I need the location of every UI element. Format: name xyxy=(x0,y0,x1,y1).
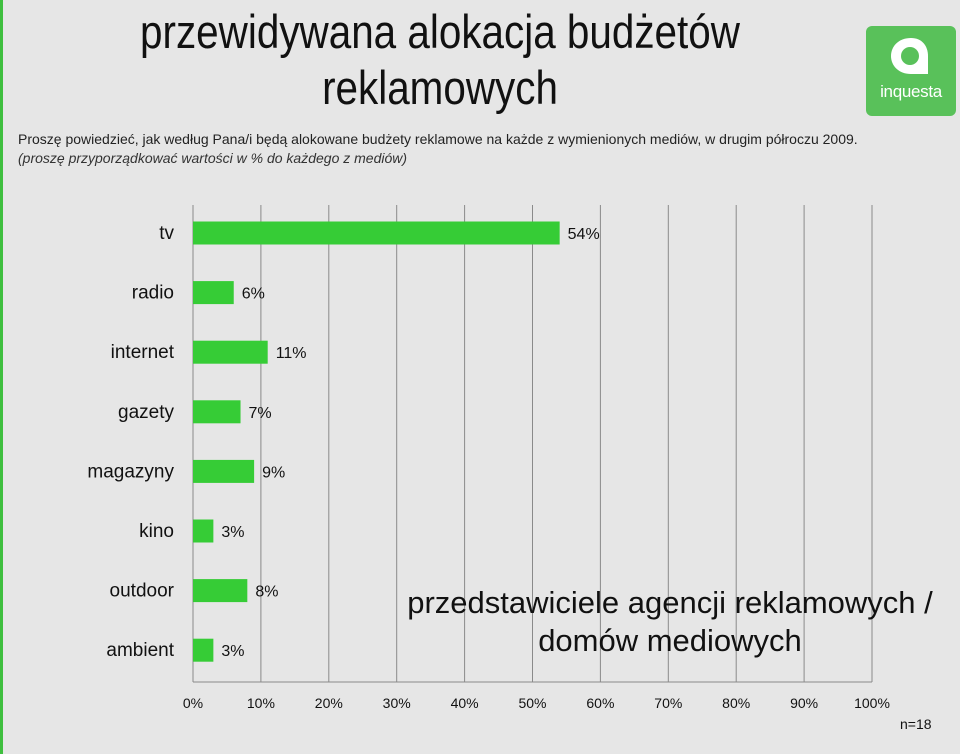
bar xyxy=(193,340,268,364)
data-label: 3% xyxy=(221,643,244,660)
data-label: 6% xyxy=(242,286,265,303)
category-label: internet xyxy=(111,342,175,363)
bar xyxy=(193,579,248,603)
category-label: tv xyxy=(159,223,174,244)
bar xyxy=(193,221,560,245)
data-label: 9% xyxy=(262,464,285,481)
category-label: radio xyxy=(132,283,174,304)
category-label: gazety xyxy=(118,402,174,423)
data-label: 8% xyxy=(255,584,278,601)
x-tick-label: 60% xyxy=(586,695,614,711)
x-tick-label: 30% xyxy=(383,695,411,711)
x-tick-label: 50% xyxy=(518,695,546,711)
sample-size-note: n=18 xyxy=(900,716,932,732)
category-label: kino xyxy=(139,521,174,542)
page-title: przewidywana alokacja budżetów reklamowy… xyxy=(140,5,740,114)
bar xyxy=(193,459,255,483)
survey-question: Proszę powiedzieć, jak według Pana/i będ… xyxy=(18,131,858,147)
speech-bubble-icon xyxy=(891,38,928,74)
survey-instruction: (proszę przyporządkować wartości w % do … xyxy=(18,150,408,166)
x-tick-label: 100% xyxy=(854,695,890,711)
data-label: 54% xyxy=(568,226,600,243)
category-label: magazyny xyxy=(87,461,174,482)
category-label: outdoor xyxy=(110,581,175,602)
data-label: 7% xyxy=(249,405,272,422)
left-accent-rule xyxy=(0,0,3,754)
logo-text: inquesta xyxy=(880,82,942,101)
bar xyxy=(193,281,234,305)
data-label: 3% xyxy=(221,524,244,541)
inquesta-logo: inquesta xyxy=(866,26,956,116)
x-tick-label: 20% xyxy=(315,695,343,711)
x-tick-label: 10% xyxy=(247,695,275,711)
bar xyxy=(193,519,214,543)
bar xyxy=(193,638,214,662)
x-tick-label: 40% xyxy=(451,695,479,711)
chart-annotation: przedstawiciele agencji reklamowych / do… xyxy=(407,585,933,658)
bar xyxy=(193,400,241,424)
x-tick-label: 0% xyxy=(183,695,203,711)
x-tick-label: 80% xyxy=(722,695,750,711)
x-tick-label: 70% xyxy=(654,695,682,711)
data-label: 11% xyxy=(276,345,307,362)
x-tick-label: 90% xyxy=(790,695,818,711)
category-label: ambient xyxy=(106,640,174,661)
